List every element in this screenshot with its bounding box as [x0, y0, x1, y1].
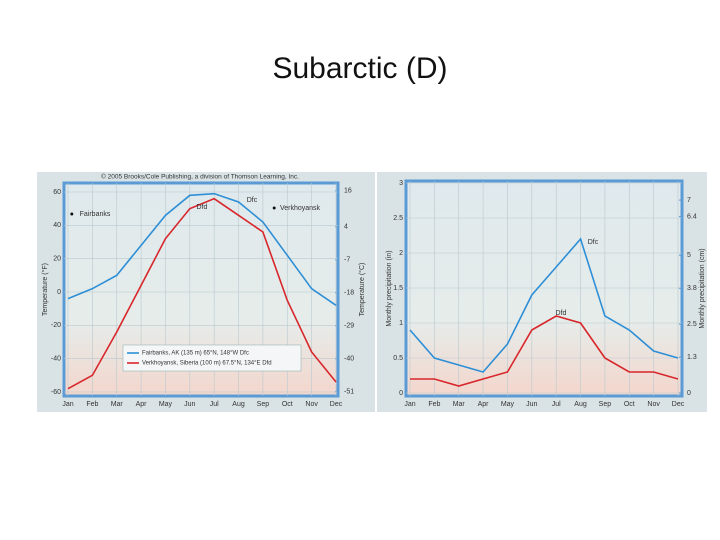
y-tick-label: 0 [57, 289, 61, 296]
x-tick-label: Jul [552, 401, 561, 408]
series-line [410, 315, 679, 387]
y2-tick-label: -51 [344, 389, 354, 396]
legend-label: Fairbanks, AK (135 m) 65°N, 148°W Dfc [142, 351, 249, 357]
x-tick-label: Nov [305, 401, 318, 408]
x-tick-label: Mar [453, 401, 466, 408]
y-tick-label: 1.5 [393, 285, 403, 292]
map-marker [272, 206, 276, 210]
x-tick-label: Feb [428, 401, 440, 408]
y-tick-label: 0.5 [393, 355, 403, 362]
y2-axis-label: Temperature (°C) [358, 263, 366, 317]
annotation: Fairbanks [80, 211, 111, 218]
x-tick-label: May [159, 401, 173, 408]
x-tick-label: May [501, 401, 515, 408]
x-tick-label: Dec [330, 401, 343, 408]
y-tick-label: 1 [399, 320, 403, 327]
y2-tick-label: 2.5 [687, 321, 697, 328]
annotation: Dfd [197, 204, 208, 211]
x-tick-label: Dec [672, 401, 685, 408]
x-tick-label: Jun [526, 401, 537, 408]
annotation: Dfc [247, 197, 258, 204]
x-tick-label: Aug [574, 401, 587, 408]
y2-tick-label: -29 [344, 323, 354, 330]
x-tick-label: Mar [111, 401, 124, 408]
legend-label: Verkhoyansk, Siberia (100 m) 67.5°N, 134… [142, 361, 272, 367]
x-tick-label: Apr [136, 401, 148, 408]
legend-box [122, 344, 302, 372]
x-tick-label: Nov [647, 401, 660, 408]
series-line [409, 237, 679, 373]
map-marker [70, 212, 74, 216]
x-tick-label: Jan [62, 401, 73, 408]
y-tick-label: 0 [399, 390, 403, 397]
y2-tick-label: 4 [344, 224, 348, 231]
y2-tick-label: -7 [344, 257, 350, 264]
slide-title: Subarctic (D) [272, 52, 447, 85]
x-tick-label: Jul [210, 401, 219, 408]
x-tick-label: Sep [257, 401, 270, 408]
y-axis-label: Monthly precipitation (in) [386, 250, 393, 326]
x-tick-label: Aug [232, 401, 245, 408]
x-tick-label: Apr [478, 401, 490, 408]
y2-axis-label: Monthly precipitation (cm) [699, 248, 706, 328]
y-tick-label: -40 [51, 356, 61, 363]
y2-tick-label: 5 [687, 252, 691, 259]
y-tick-label: 2 [399, 250, 403, 257]
y-tick-label: 40 [53, 222, 61, 229]
y-tick-label: -20 [51, 322, 61, 329]
x-tick-label: Sep [599, 401, 612, 408]
y2-tick-label: 1.3 [687, 354, 697, 361]
series-line [67, 192, 337, 306]
plot-area [404, 179, 684, 398]
y-tick-label: 3 [399, 180, 403, 187]
x-tick-label: Feb [86, 401, 98, 408]
y-tick-label: 2.5 [393, 215, 403, 222]
y-tick-label: 20 [53, 256, 61, 263]
y2-tick-label: 6.4 [687, 213, 697, 220]
credit: © 2005 Brooks/Cole Publishing, a divisio… [101, 173, 299, 181]
y2-tick-label: -18 [344, 290, 354, 297]
x-tick-label: Jun [184, 401, 195, 408]
y2-tick-label: 3.8 [687, 285, 697, 292]
y-tick-label: 60 [53, 189, 61, 196]
x-tick-label: Oct [624, 401, 635, 408]
y2-tick-label: 16 [344, 188, 352, 195]
annotation: Verkhoyansk [280, 205, 321, 212]
x-tick-label: Oct [282, 401, 293, 408]
series-line [67, 197, 337, 390]
annotation: Dfc [588, 239, 599, 246]
y-tick-label: -60 [51, 389, 61, 396]
y-axis-label: Temperature (°F) [41, 263, 49, 316]
x-tick-label: Jan [404, 401, 415, 408]
y2-tick-label: -40 [344, 356, 354, 363]
y2-tick-label: 0 [687, 390, 691, 397]
annotation: Dfd [556, 310, 567, 317]
y2-tick-label: 7 [687, 197, 691, 204]
